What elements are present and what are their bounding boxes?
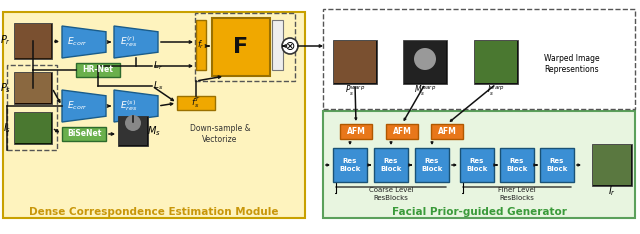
Text: $L_s$: $L_s$ [153,80,163,92]
Text: $E_{corr}$: $E_{corr}$ [67,36,87,48]
Bar [474,40,518,84]
Text: $L_r$: $L_r$ [153,60,163,72]
Text: Finer Level
ResBlocks: Finer Level ResBlocks [498,187,536,201]
Text: $E_{res}^{(r)}$: $E_{res}^{(r)}$ [120,35,138,49]
Bar [404,41,446,83]
Bar [76,63,120,77]
Text: AFM: AFM [392,127,412,136]
Text: $f_r$: $f_r$ [197,39,205,51]
Text: Res
Block: Res Block [467,158,488,172]
Bar [177,96,215,110]
Bar [386,124,418,139]
Text: $P_r$: $P_r$ [0,33,11,47]
Text: $\otimes$: $\otimes$ [284,40,296,52]
Bar [212,18,270,76]
Bar [196,20,206,70]
Bar [3,12,305,218]
Bar [323,111,635,218]
Text: $M_s$: $M_s$ [147,124,161,138]
Bar [374,148,408,182]
Circle shape [282,38,298,54]
Bar [415,148,449,182]
Bar [14,23,52,59]
Text: $I_s$: $I_s$ [3,121,11,135]
Text: Res
Block: Res Block [339,158,361,172]
Text: $I_r$: $I_r$ [608,184,616,198]
Text: $E_{corr}$: $E_{corr}$ [67,100,87,112]
Polygon shape [114,90,158,122]
Bar [14,112,52,144]
Text: $I_s^{warp}$: $I_s^{warp}$ [487,84,505,98]
Bar [15,73,51,103]
Text: HR-Net: HR-Net [83,66,113,74]
Bar [592,144,632,186]
Bar [14,72,52,104]
Bar [403,40,447,84]
Bar [195,13,295,81]
Bar [7,65,57,150]
Text: Down-sample &
Vectorize: Down-sample & Vectorize [189,124,250,144]
Text: BiSeNet: BiSeNet [67,129,101,139]
Text: $E_{res}^{(s)}$: $E_{res}^{(s)}$ [120,99,138,113]
Bar [540,148,574,182]
Text: Res
Block: Res Block [547,158,568,172]
Bar [118,116,148,146]
Text: Facial Prior-guided Generator: Facial Prior-guided Generator [392,207,566,217]
Bar [333,148,367,182]
Text: AFM: AFM [347,127,365,136]
Polygon shape [114,26,158,58]
Text: $P_s^{warp}$: $P_s^{warp}$ [345,84,365,98]
Text: Res
Block: Res Block [380,158,402,172]
Bar [333,40,377,84]
Text: F: F [234,37,248,57]
Bar [500,148,534,182]
Text: $M_s^{warp}$: $M_s^{warp}$ [414,84,436,98]
Text: $P_s$: $P_s$ [0,81,11,95]
Text: Coarse Level
ResBlocks: Coarse Level ResBlocks [369,187,413,201]
Bar [62,127,106,141]
Circle shape [125,115,141,131]
Bar [593,145,631,185]
Bar [119,117,147,145]
Bar [15,113,51,143]
Text: Res
Block: Res Block [421,158,443,172]
Text: Res
Block: Res Block [506,158,528,172]
Bar [340,124,372,139]
Text: AFM: AFM [438,127,456,136]
Bar [323,9,635,109]
Bar [460,148,494,182]
Polygon shape [62,90,106,122]
Text: Dense Correspondence Estimation Module: Dense Correspondence Estimation Module [29,207,279,217]
Bar [15,24,51,58]
Bar [334,41,376,83]
Bar [431,124,463,139]
Circle shape [414,48,436,70]
Bar [475,41,517,83]
Polygon shape [62,26,106,58]
Text: $f_s^T$: $f_s^T$ [191,95,201,110]
Bar [272,20,283,70]
Text: Warped Image
Representions: Warped Image Representions [544,54,600,74]
